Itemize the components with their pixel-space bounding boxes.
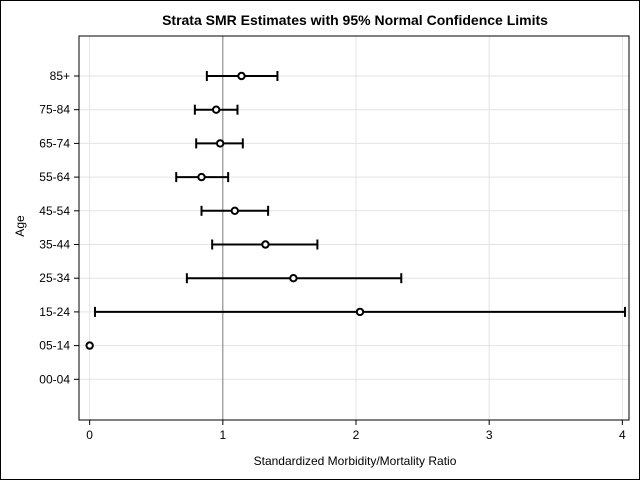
axes: 0 1 2 3 4 85+ 75-84 65-74 55-64 45-54 35-44 25-34 15… xyxy=(39,35,630,442)
y-axis-label: Age xyxy=(13,215,27,237)
y-tick-label: 15-24 xyxy=(39,305,70,319)
smr-point xyxy=(237,71,246,81)
plot-frame xyxy=(78,35,630,421)
x-tick-label: 4 xyxy=(619,428,626,442)
y-tick-label: 45-54 xyxy=(39,204,70,218)
smr-point xyxy=(230,206,240,216)
x-tick-label: 3 xyxy=(486,428,493,442)
smr-point xyxy=(85,341,94,350)
x-axis-label: Standardized Morbidity/Mortality Ratio xyxy=(254,454,457,468)
y-tick-label: 65-74 xyxy=(39,136,70,150)
x-tick-label: 0 xyxy=(86,428,93,442)
chart-title: Strata SMR Estimates with 95% Normal Con… xyxy=(162,12,548,28)
y-tick-label: 00-04 xyxy=(39,372,70,386)
y-tick-label: 55-64 xyxy=(39,170,70,184)
y-tick-label: 35-44 xyxy=(39,238,70,252)
x-tick-label: 2 xyxy=(353,428,360,442)
smr-point xyxy=(355,307,365,317)
smr-point xyxy=(261,240,270,249)
smr-point xyxy=(289,274,298,283)
data-marks xyxy=(85,71,627,350)
smr-point xyxy=(197,172,206,182)
x-tick-label: 1 xyxy=(219,428,226,442)
y-tick-label: 75-84 xyxy=(39,103,70,117)
smr-point xyxy=(215,139,225,148)
y-tick-label: 05-14 xyxy=(39,339,70,353)
smr-point xyxy=(211,105,221,114)
y-tick-label: 85+ xyxy=(50,69,70,83)
y-tick-label: 25-34 xyxy=(39,271,70,285)
